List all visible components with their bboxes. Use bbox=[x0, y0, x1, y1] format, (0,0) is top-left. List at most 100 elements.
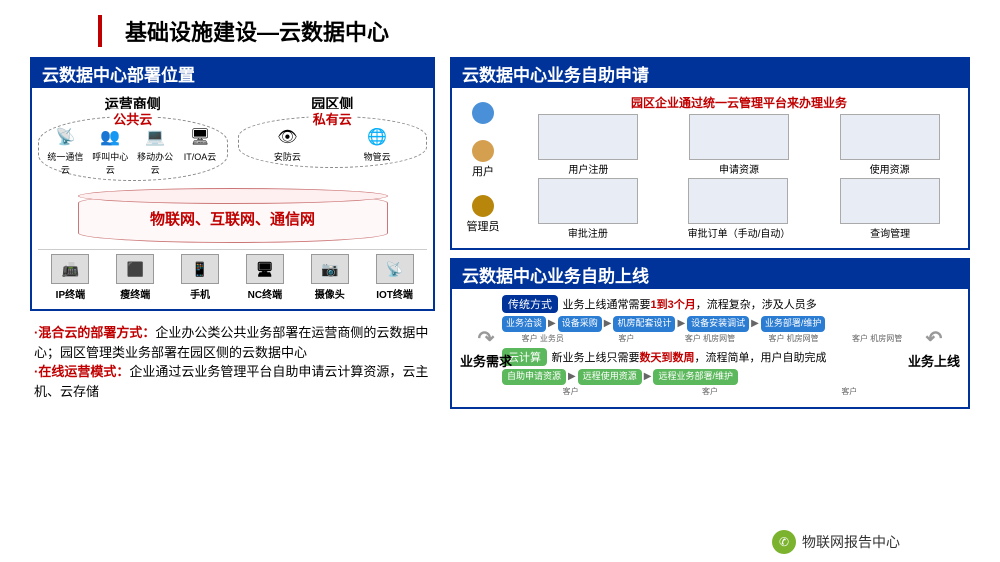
deployment-header: 云数据中心部署位置 bbox=[32, 59, 433, 88]
screens-area: 园区企业通过统一云管理平台来办理业务 用户注册申请资源使用资源 审批注册审批订单… bbox=[516, 94, 962, 242]
public-cloud-tag: 公共云 bbox=[109, 109, 156, 128]
online-panel: 云数据中心业务自助上线 ↷业务需求 ↶业务上线 传统方式 业务上线通常需要1到3… bbox=[450, 258, 970, 409]
actor-label: 客户 机房网管 bbox=[836, 333, 918, 344]
terminal-label: IP终端 bbox=[51, 286, 89, 301]
apply-header: 云数据中心业务自助申请 bbox=[452, 59, 968, 88]
flow-step: 设备安装调试 bbox=[687, 316, 749, 332]
cloud-service-item: 👥呼叫中心云 bbox=[89, 125, 131, 176]
terminal-icon: 📷 bbox=[311, 254, 349, 284]
terminal-item: 📱手机 bbox=[181, 254, 219, 301]
cloud-service-item: 📡统一通信云 bbox=[44, 125, 86, 176]
terminal-icon: 📡 bbox=[376, 254, 414, 284]
operator-cloud-box: 运营商侧 公共云 📡统一通信云👥呼叫中心云💻移动办公云🖥IT/OA云 bbox=[38, 94, 228, 181]
title-accent-bar bbox=[98, 15, 102, 47]
flow-step: 设备采购 bbox=[558, 316, 602, 332]
flow-step: 业务部署/维护 bbox=[761, 316, 826, 332]
cloud-actors: 客户客户客户 bbox=[502, 386, 918, 397]
private-cloud-tag: 私有云 bbox=[309, 109, 356, 128]
online-body: ↷业务需求 ↶业务上线 传统方式 业务上线通常需要1到3个月，流程复杂，涉及人员… bbox=[452, 289, 968, 407]
deployment-panel: 云数据中心部署位置 运营商侧 公共云 📡统一通信云👥呼叫中心云💻移动办公云🖥IT… bbox=[30, 57, 435, 311]
terminal-item: 📷 摄像头 bbox=[311, 254, 349, 301]
screen-label: 用户注册 bbox=[538, 161, 638, 176]
roles-column: 用户管理员 bbox=[458, 94, 508, 242]
terminal-icon: ⬛ bbox=[116, 254, 154, 284]
note-label: ·混合云的部署方式： bbox=[34, 325, 155, 340]
actor-label: 客户 机房网管 bbox=[669, 333, 751, 344]
apply-panel: 云数据中心业务自助申请 用户管理员 园区企业通过统一云管理平台来办理业务 用户注… bbox=[450, 57, 970, 250]
apply-desc: 园区企业通过统一云管理平台来办理业务 bbox=[516, 94, 962, 111]
launch-label: ↶业务上线 bbox=[908, 326, 960, 370]
terminal-item: 🖥 NC终端 bbox=[246, 254, 284, 301]
service-label: 物管云 bbox=[356, 150, 398, 163]
user-screens-row: 用户注册申请资源使用资源 bbox=[516, 114, 962, 176]
service-icon: 🌐 bbox=[365, 125, 389, 149]
actor-label: 客户 bbox=[641, 386, 778, 397]
wechat-name: 物联网报告中心 bbox=[802, 532, 900, 552]
role-label: 用户 bbox=[458, 163, 508, 179]
screen-item: 用户注册 bbox=[538, 114, 638, 176]
cloud-steps: 自助申请资源▶远程使用资源▶远程业务部署/维护 bbox=[502, 369, 918, 385]
flow-step: 远程业务部署/维护 bbox=[653, 369, 738, 385]
terminal-item: ⬛ 瘦终端 bbox=[116, 254, 154, 301]
role-label: 管理员 bbox=[458, 218, 508, 234]
service-label: 呼叫中心云 bbox=[89, 150, 131, 176]
network-label: 物联网、互联网、通信网 bbox=[150, 208, 315, 229]
deployment-body: 运营商侧 公共云 📡统一通信云👥呼叫中心云💻移动办公云🖥IT/OA云 园区侧 私… bbox=[32, 88, 433, 309]
terminal-label: 摄像头 bbox=[311, 286, 349, 301]
park-cloud-box: 园区侧 私有云 👁安防云🌐物管云 bbox=[238, 94, 428, 181]
traditional-row: 传统方式 业务上线通常需要1到3个月，流程复杂，涉及人员多 业务洽谈▶设备采购▶… bbox=[502, 295, 918, 344]
arrow-icon: ▶ bbox=[677, 318, 685, 329]
role-icon bbox=[472, 195, 494, 217]
actor-label: 客户 业务员 bbox=[502, 333, 584, 344]
screen-label: 使用资源 bbox=[840, 161, 940, 176]
page-title: 基础设施建设—云数据中心 bbox=[125, 15, 389, 47]
screenshot-thumb bbox=[538, 114, 638, 160]
screen-item: 审批订单（手动/自动） bbox=[688, 178, 791, 240]
service-label: 移动办公云 bbox=[134, 150, 176, 176]
arrow-icon: ▶ bbox=[548, 318, 556, 329]
screenshot-thumb bbox=[840, 178, 940, 224]
terminal-label: NC终端 bbox=[246, 286, 284, 301]
role-item: 管理员 bbox=[458, 195, 508, 234]
right-column: 云数据中心业务自助申请 用户管理员 园区企业通过统一云管理平台来办理业务 用户注… bbox=[450, 57, 970, 413]
service-icon: 📡 bbox=[53, 125, 77, 149]
content-area: 云数据中心部署位置 运营商侧 公共云 📡统一通信云👥呼叫中心云💻移动办公云🖥IT… bbox=[0, 57, 1000, 413]
note-label: ·在线运营模式： bbox=[34, 364, 129, 379]
wechat-icon: ✆ bbox=[772, 530, 796, 554]
arrow-icon: ▶ bbox=[751, 318, 759, 329]
cloud-section: 运营商侧 公共云 📡统一通信云👥呼叫中心云💻移动办公云🖥IT/OA云 园区侧 私… bbox=[38, 94, 427, 181]
arrow-icon: ▶ bbox=[644, 371, 652, 382]
service-icon: 💻 bbox=[143, 125, 167, 149]
note-item: ·在线运营模式：企业通过云业务管理平台自助申请云计算资源，云主机、云存储 bbox=[34, 362, 431, 401]
service-icon: 👁 bbox=[275, 125, 299, 149]
screenshot-thumb bbox=[840, 114, 940, 160]
arrow-icon: ▶ bbox=[568, 371, 576, 382]
service-icon: 👥 bbox=[98, 125, 122, 149]
cloud-desc: 新业务上线只需要数天到数周，流程简单，用户自助完成 bbox=[551, 352, 826, 364]
terminal-label: IOT终端 bbox=[376, 286, 414, 301]
screenshot-thumb bbox=[689, 114, 789, 160]
terminal-icon: 🖥 bbox=[246, 254, 284, 284]
role-item bbox=[458, 102, 508, 125]
terminal-item: 📡 IOT终端 bbox=[376, 254, 414, 301]
service-label: 统一通信云 bbox=[44, 150, 86, 176]
role-item: 用户 bbox=[458, 140, 508, 179]
cloud-service-item: 🖥IT/OA云 bbox=[179, 125, 221, 176]
online-header: 云数据中心业务自助上线 bbox=[452, 260, 968, 289]
terminal-item: 📠 IP终端 bbox=[51, 254, 89, 301]
terminal-label: 瘦终端 bbox=[116, 286, 154, 301]
terminals-row: 📠 IP终端 ⬛ 瘦终端 📱手机 🖥 NC终端 📷 摄像头 📡 IOT终端 bbox=[38, 249, 427, 303]
apply-body: 用户管理员 园区企业通过统一云管理平台来办理业务 用户注册申请资源使用资源 审批… bbox=[452, 88, 968, 248]
traditional-desc: 业务上线通常需要1到3个月，流程复杂，涉及人员多 bbox=[562, 299, 816, 311]
network-cylinder: 物联网、互联网、通信网 bbox=[78, 193, 388, 243]
service-label: IT/OA云 bbox=[179, 150, 221, 163]
notes-section: ·混合云的部署方式：企业办公类公共业务部署在运营商侧的云数据中心；园区管理类业务… bbox=[30, 315, 435, 409]
private-cloud: 私有云 👁安防云🌐物管云 bbox=[238, 116, 428, 168]
actor-label: 客户 bbox=[502, 386, 639, 397]
service-icon: 🖥 bbox=[188, 125, 212, 149]
admin-screens-row: 审批注册审批订单（手动/自动）查询管理 bbox=[516, 178, 962, 240]
cloud-service-item: 👁安防云 bbox=[266, 125, 308, 163]
cloud-service-item: 💻移动办公云 bbox=[134, 125, 176, 176]
terminal-icon: 📠 bbox=[51, 254, 89, 284]
role-icon bbox=[472, 102, 494, 124]
